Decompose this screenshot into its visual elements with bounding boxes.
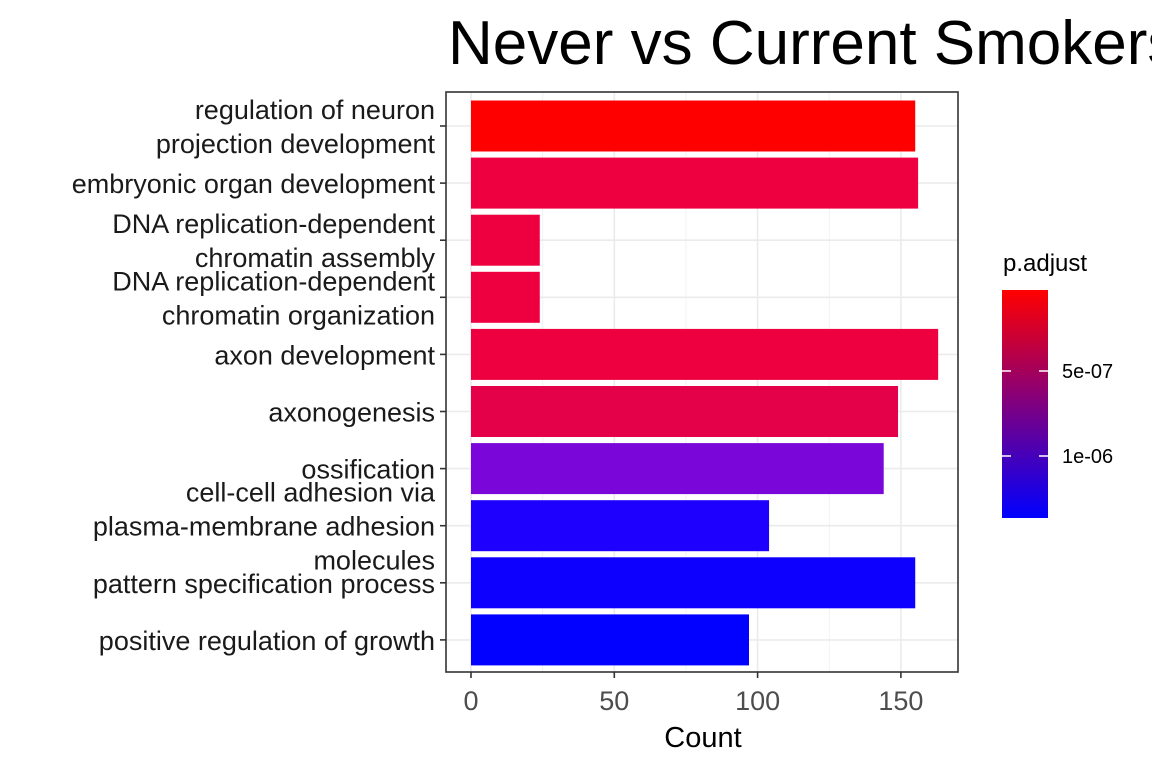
bar	[471, 557, 916, 609]
legend-title: p.adjust	[1003, 250, 1087, 277]
category-label: DNA replication-dependent chromatin assem…	[112, 209, 435, 273]
bar	[471, 328, 939, 380]
category-label: regulation of neuron projection developme…	[156, 95, 436, 159]
bar	[471, 500, 770, 552]
bar	[471, 271, 540, 323]
chart-title: Never vs Current Smokers	[448, 9, 1152, 78]
category-label: pattern specification process	[93, 569, 435, 599]
bar	[471, 386, 899, 437]
x-tick-label: 50	[599, 686, 629, 716]
legend-colorbar	[1002, 290, 1048, 518]
x-axis: 0 50 100 150	[463, 672, 923, 716]
x-tick-label: 150	[878, 686, 923, 716]
legend-tick-label: 1e-06	[1062, 446, 1113, 468]
x-tick-label: 100	[735, 686, 780, 716]
x-tick-label: 0	[463, 686, 478, 716]
legend-tick-label: 5e-07	[1062, 361, 1113, 383]
category-label: embryonic organ development	[72, 169, 436, 199]
category-label: DNA replication-dependent chromatin organ…	[112, 266, 435, 330]
bar	[471, 443, 884, 495]
category-label: ossification	[301, 455, 435, 485]
color-legend: p.adjust 5e-07 1e-06	[1002, 250, 1113, 518]
category-label: axonogenesis	[268, 398, 435, 428]
bar	[471, 157, 919, 209]
bar	[471, 214, 540, 266]
category-label: positive regulation of growth	[99, 626, 435, 656]
category-label: cell-cell adhesion via plasma-membrane ad…	[93, 478, 436, 576]
bar	[471, 614, 750, 666]
x-axis-label: Count	[664, 722, 741, 754]
category-label: axon development	[214, 340, 435, 370]
panel-border	[445, 91, 959, 673]
bar	[471, 100, 916, 152]
y-axis: regulation of neuron projection developme…	[72, 95, 446, 656]
plot-panel	[445, 91, 959, 673]
